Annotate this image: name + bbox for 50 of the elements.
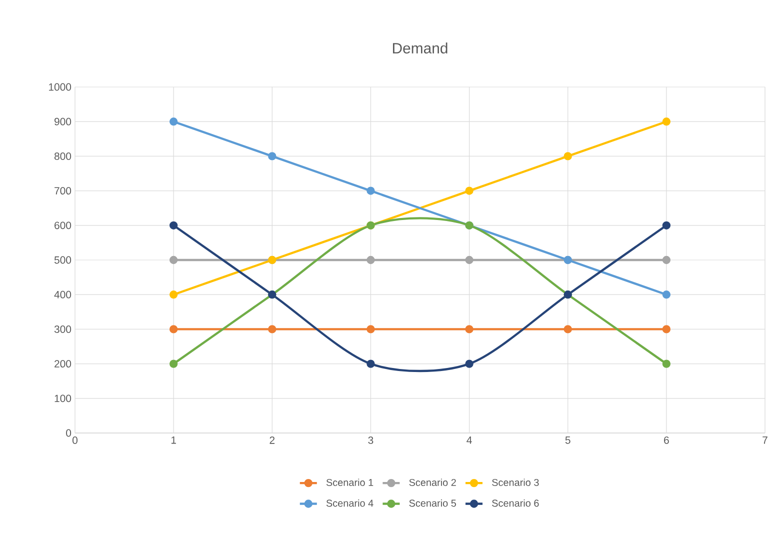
point [564, 325, 572, 334]
point [169, 290, 178, 299]
point [465, 325, 474, 334]
point [465, 360, 474, 368]
x-tick-label: 0 [72, 436, 78, 444]
point [662, 360, 671, 368]
y-tick-label: 400 [54, 290, 72, 298]
x-tick-label: 4 [466, 436, 472, 444]
y-tick-label: 1000 [49, 83, 72, 91]
x-tick-label: 5 [565, 436, 570, 444]
point [169, 360, 178, 368]
y-tick-label: 100 [54, 394, 72, 402]
point [366, 256, 375, 264]
point [169, 256, 178, 264]
legend-label: Scenario 2 [409, 478, 456, 486]
chart-title: Demand [392, 42, 448, 54]
y-tick-label: 300 [54, 326, 72, 333]
y-tick-label: 200 [54, 360, 72, 368]
legend-label: Scenario 1 [326, 478, 374, 486]
point [268, 152, 276, 160]
point [366, 360, 375, 368]
y-tick-label: 700 [54, 187, 72, 195]
point [662, 221, 671, 230]
y-tick-label: 600 [54, 222, 72, 230]
point [662, 118, 671, 126]
point [366, 186, 375, 195]
point [169, 118, 178, 126]
legend-label: Scenario 5 [409, 499, 456, 507]
y-tick-label: 0 [66, 429, 72, 437]
legend-label: Scenario 3 [492, 478, 539, 486]
point [169, 221, 178, 230]
x-tick-label: 2 [270, 436, 275, 444]
y-tick-label: 500 [54, 256, 72, 264]
point [662, 256, 671, 264]
legend-label: Scenario 6 [492, 499, 539, 507]
point [564, 152, 572, 160]
x-tick-label: 7 [762, 436, 768, 444]
x-tick-label: 3 [368, 436, 374, 444]
legend-label: Scenario 4 [326, 499, 374, 507]
point [465, 186, 474, 195]
point [169, 325, 178, 334]
point [268, 325, 276, 334]
y-tick-label: 800 [54, 152, 72, 160]
x-tick-label: 1 [171, 436, 176, 444]
point [465, 256, 474, 264]
y-tick-label: 900 [54, 118, 72, 126]
point [366, 325, 375, 334]
point [662, 325, 671, 334]
x-tick-label: 6 [664, 436, 669, 444]
point [662, 290, 671, 299]
